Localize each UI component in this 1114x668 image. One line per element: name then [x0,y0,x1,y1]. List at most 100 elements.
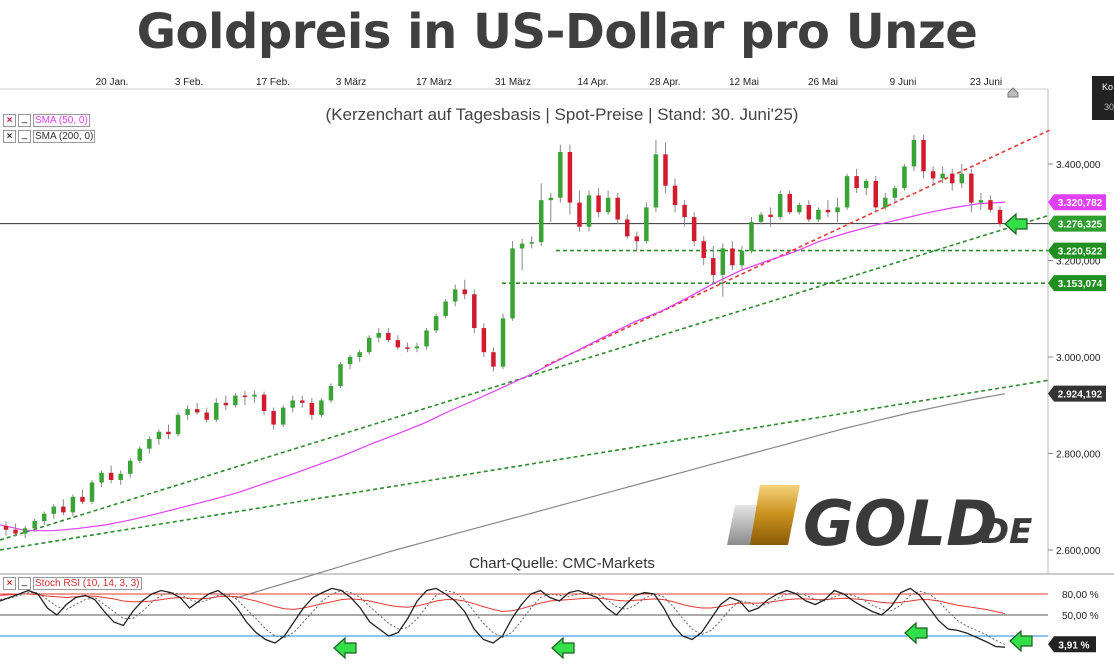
candle-body [749,221,754,251]
logo-text: GOLD [803,487,998,560]
x-tick-label: 3 März [336,77,367,88]
signal-arrow-stoch [333,636,357,660]
x-tick-label: 26 Mai [808,77,838,88]
candle-body [491,352,496,367]
stoch-level-label: 80,00 % [1062,590,1099,601]
legend-stoch-label: Stoch RSI (10, 14, 3, 3) [33,576,142,590]
candle-body [147,439,152,449]
y-tick-label: 3.400,000 [1056,160,1101,171]
candle-body [777,193,783,218]
candle-body [261,394,267,412]
candle-body [940,173,945,179]
minimize-icon[interactable]: _ [18,129,31,143]
candle-body [816,209,821,220]
candle-body [472,294,477,329]
x-tick-label: 17 März [416,77,452,88]
candle-body [443,301,448,316]
legend-sma50-label: SMA (50, 0) [33,113,90,127]
y-tick-label: 2.800,000 [1056,450,1101,461]
x-tick-label: 14 Apr. [577,77,608,88]
candle-body [204,412,209,420]
candle-body [99,472,104,483]
candle-body [452,289,458,302]
candle-body [338,364,343,386]
x-tick-label: 9 Juni [890,77,917,88]
candle-body [405,347,410,349]
candle-body [672,185,678,206]
candle-body [233,395,238,406]
candle-body [558,151,563,198]
candle-body [194,409,200,413]
chart-source: Chart-Quelle: CMC-Markets [469,555,655,572]
price-label-tag [1048,242,1106,259]
close-icon[interactable]: × [3,129,16,143]
candle-body [701,241,706,259]
candle-body [386,332,391,341]
candle-body [854,176,859,189]
candle-body [892,188,898,198]
candle-body [883,197,888,208]
candle-body [376,332,381,338]
minimize-icon[interactable]: _ [18,576,31,590]
candle-body [175,414,181,435]
candle-body [949,173,955,184]
candle-body [873,180,878,208]
trendline-red [544,129,1051,367]
candle-body [89,482,95,502]
x-tick-label: 12 Mai [729,77,759,88]
candle-body [997,209,1003,224]
candle-body [185,409,190,415]
candle-body [902,166,907,189]
candle-body [462,289,468,295]
stoch-level-label: 50,00 % [1062,611,1099,622]
candle-body [567,151,573,203]
candle-body [806,205,812,220]
candle-body [242,395,248,398]
candle-body [538,200,544,243]
candle-body [280,407,286,425]
close-icon[interactable]: × [3,576,16,590]
logo-gold-bar [750,485,800,545]
price-label-text: 3.320,782 [1058,198,1103,209]
candle-body [433,315,439,331]
candle-body [663,154,668,186]
candle-body [519,243,525,249]
candle-body [357,352,362,357]
price-label-tag [1048,194,1106,211]
candle-body [366,337,372,353]
candle-body [328,385,334,401]
candle-body [653,154,659,208]
candle-body [128,460,133,474]
candle-body [596,195,601,213]
candle-body [711,258,716,275]
top-right-panel[interactable]: Ko 30 [1092,76,1114,120]
minimize-icon[interactable]: _ [18,113,31,127]
candle-body [577,202,582,227]
chart-title: Goldpreis in US-Dollar pro Unze [136,4,978,60]
candle-body [347,357,353,365]
candle-body [720,248,726,275]
candle-body [835,207,840,213]
price-label-text: 3.220,522 [1058,247,1103,258]
price-label-tag [1048,215,1106,232]
stoch-current-tag [1048,636,1096,653]
candle-body [969,173,974,203]
candle-body [787,193,792,213]
candle-body [615,197,620,220]
candle-body [529,242,534,244]
home-icon[interactable] [1007,86,1019,98]
price-label-text: 2.924,192 [1058,390,1103,401]
candle-body [118,473,123,481]
candle-body [739,250,745,266]
chart-subtitle: (Kerzenchart auf Tagesbasis | Spot-Preis… [326,105,799,124]
legend-sma200-label: SMA (200, 0) [33,129,96,143]
legend-sma50: × _ SMA (50, 0) [3,113,90,127]
candle-body [959,173,965,184]
logo-suffix: .DE [968,512,1032,552]
price-label-tag [1048,275,1106,292]
indicator-lines [0,129,1051,599]
candle-body [634,236,640,242]
close-icon[interactable]: × [3,113,16,127]
x-axis-tick-labels: 20 Jan. 3 Feb. 17 Feb. 3 März 17 März 31 März… [96,77,1003,88]
